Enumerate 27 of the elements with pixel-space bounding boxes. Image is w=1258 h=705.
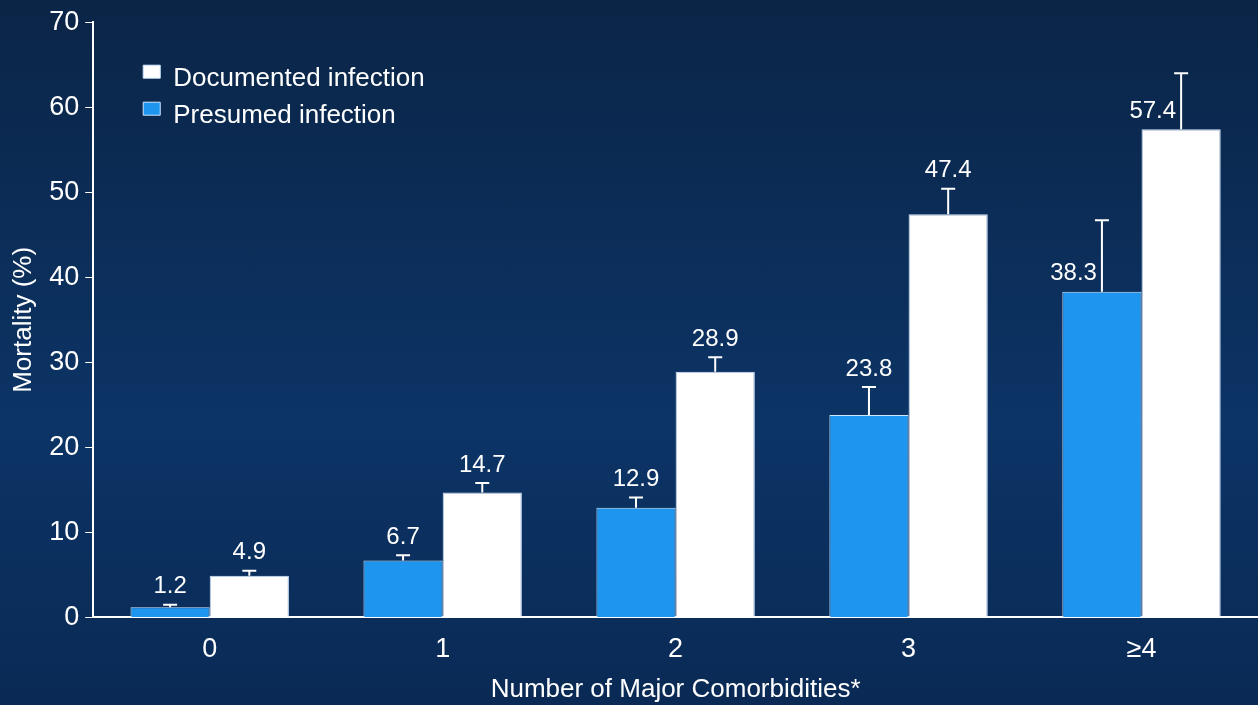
data-label: 38.3: [1050, 258, 1097, 286]
data-label: 23.8: [845, 353, 893, 381]
y-tick-label: 30: [49, 345, 80, 376]
data-label: 12.9: [612, 464, 660, 492]
y-tick-label: 0: [64, 600, 80, 631]
data-label: 57.4: [1129, 95, 1177, 123]
x-tick-label: 3: [901, 633, 917, 664]
y-tick-label: 70: [49, 5, 80, 36]
x-tick-label: 0: [202, 633, 218, 664]
y-axis-title: Mortality (%): [6, 246, 37, 393]
data-label: 1.2: [153, 571, 187, 599]
data-label: 14.7: [458, 449, 506, 477]
data-label: 28.9: [691, 323, 739, 351]
y-tick-label: 10: [49, 515, 80, 546]
y-tick-label: 20: [49, 430, 80, 461]
y-tick-label: 60: [49, 90, 80, 121]
x-tick-label: ≥4: [1126, 633, 1157, 664]
legend-label: Presumed infection: [173, 99, 396, 130]
data-label: 6.7: [386, 521, 420, 549]
x-axis-title: Number of Major Comorbidities*: [490, 672, 861, 703]
data-label: 4.9: [232, 537, 266, 565]
legend-label: Documented infection: [173, 62, 425, 93]
y-tick-label: 50: [49, 175, 80, 206]
data-label: 47.4: [924, 155, 972, 183]
x-tick-label: 2: [668, 633, 684, 664]
y-tick-label: 40: [49, 260, 80, 291]
x-tick-label: 1: [435, 633, 451, 664]
